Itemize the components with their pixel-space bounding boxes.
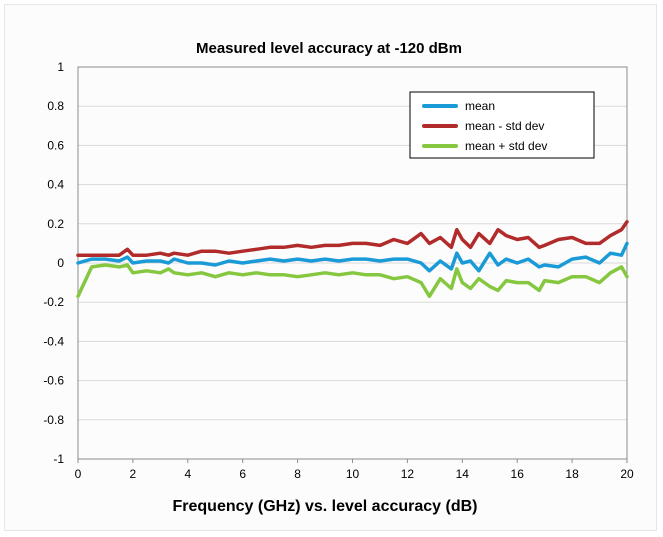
- x-tick-label-8: 16: [511, 467, 525, 481]
- legend: mean mean - std dev mean + std dev: [409, 91, 595, 159]
- x-tick-label-5: 10: [346, 467, 360, 481]
- y-tick-label-2: 0.6: [47, 138, 64, 152]
- y-tick-label-6: -0.2: [43, 295, 64, 309]
- line-chart: Measured level accuracy at -120 dBm 1 0.8…: [43, 40, 634, 515]
- x-axis-label: Frequency (GHz) vs. level accuracy (dB): [173, 498, 478, 515]
- series-line-0: [76, 241, 629, 273]
- legend-label-0: mean: [465, 99, 495, 113]
- x-tick-label-0: 0: [75, 467, 82, 481]
- x-tick-label-6: 12: [401, 467, 415, 481]
- x-tick-label-4: 8: [294, 467, 301, 481]
- series-lines: [76, 220, 629, 299]
- y-tick-label-10: -1: [53, 452, 64, 466]
- x-tick-label-1: 2: [130, 467, 137, 481]
- legend-label-1: mean - std dev: [465, 119, 544, 133]
- legend-label-2: mean + std dev: [465, 139, 547, 153]
- series-line-2: [76, 263, 629, 299]
- x-axis-ticks: 0 2 4 6 8 10 12 14 16 18 20: [75, 459, 634, 481]
- y-tick-label-7: -0.4: [43, 334, 64, 348]
- y-tick-label-4: 0.2: [47, 217, 64, 231]
- x-tick-label-3: 6: [239, 467, 246, 481]
- y-tick-label-1: 0.8: [47, 99, 64, 113]
- x-tick-label-9: 18: [565, 467, 579, 481]
- series-line-1: [76, 220, 629, 257]
- chart-frame: Measured level accuracy at -120 dBm 1 0.8…: [4, 4, 657, 531]
- x-tick-label-2: 4: [184, 467, 191, 481]
- y-tick-label-9: -0.8: [43, 413, 64, 427]
- y-tick-label-3: 0.4: [47, 178, 64, 192]
- chart-title: Measured level accuracy at -120 dBm: [196, 40, 462, 57]
- y-tick-label-8: -0.6: [43, 374, 64, 388]
- x-tick-label-7: 14: [456, 467, 470, 481]
- y-axis-ticks: 1 0.8 0.6 0.4 0.2 0 -0.2 -0.4 -0.6 -0.8 -1: [43, 60, 64, 466]
- x-tick-label-10: 20: [620, 467, 634, 481]
- y-tick-label-5: 0: [57, 256, 64, 270]
- y-tick-label-0: 1: [57, 60, 64, 74]
